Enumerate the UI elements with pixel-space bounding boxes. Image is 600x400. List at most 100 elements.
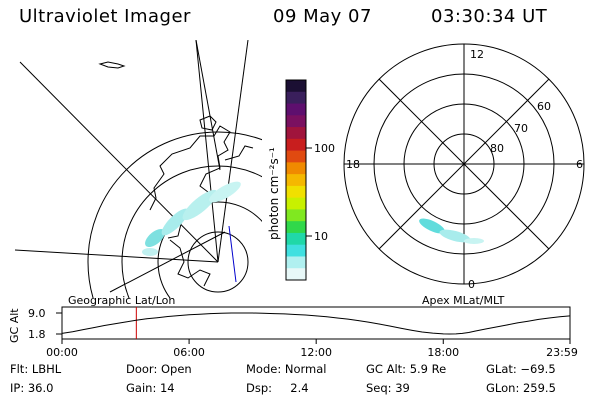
altitude-point — [538, 319, 539, 320]
colorbar-band — [286, 115, 306, 128]
colorbar-band — [286, 150, 306, 163]
mlt-label-12: 12 — [470, 48, 484, 61]
colorbar-frame — [285, 79, 307, 281]
colorbar-band — [286, 91, 306, 105]
polar-panel-label: Apex MLat/MLT — [422, 294, 505, 307]
altitude-point — [188, 314, 190, 316]
altitude-point — [495, 326, 497, 328]
x-tick-label: 18:00 — [427, 346, 459, 359]
altitude-point — [449, 333, 450, 335]
colorbar-tick-label-10: 10 — [314, 230, 328, 243]
info-mode: Mode: Normal — [246, 362, 327, 376]
colorbar-band — [286, 174, 306, 187]
altitude-point — [506, 324, 508, 326]
colorbar-band — [286, 232, 306, 246]
altitude-point — [548, 317, 550, 319]
y-tick-label-high: 9.0 — [28, 307, 46, 320]
altitude-point — [315, 315, 317, 317]
date-label: 09 May 07 — [273, 6, 372, 27]
altitude-point — [442, 333, 444, 335]
info-ip: IP: 36.0 — [10, 381, 54, 395]
colorbar-tick-label-100: 100 — [314, 142, 335, 155]
colorbar — [286, 80, 306, 281]
colorbar-band — [286, 244, 306, 257]
altitude-point — [326, 316, 328, 318]
altitude-point — [125, 321, 126, 323]
app-title: Ultraviolet Imager — [19, 6, 191, 27]
altitude-point — [468, 332, 469, 333]
altitude-point — [178, 315, 179, 316]
altitude-point — [559, 316, 561, 318]
info-dsp: Dsp: 2.4 — [246, 381, 309, 395]
altitude-point — [358, 320, 359, 321]
mlt-label-18: 18 — [346, 158, 360, 171]
polar-plot — [343, 43, 585, 285]
altitude-point — [220, 312, 222, 314]
altitude-point — [273, 313, 275, 314]
altitude-point — [432, 332, 433, 334]
altitude-point — [368, 322, 370, 323]
altitude-point — [114, 323, 116, 325]
time-label: 03:30:34 UT — [431, 6, 548, 27]
lat-label-60: 60 — [537, 100, 551, 113]
altitude-point — [400, 327, 402, 329]
colorbar-band — [286, 162, 306, 175]
y-tick-label-low: 1.8 — [28, 328, 46, 341]
info-seq: Seq: 39 — [366, 381, 410, 395]
colorbar-band — [286, 127, 306, 140]
altitude-point — [474, 330, 476, 332]
colorbar-band — [286, 80, 306, 93]
altitude-point — [455, 333, 457, 335]
colorbar-band — [286, 138, 306, 152]
altitude-point — [167, 316, 169, 317]
colorbar-band — [286, 268, 306, 281]
altitude-point — [104, 325, 105, 326]
x-tick-label: 00:00 — [46, 346, 78, 359]
altitude-point — [61, 333, 63, 334]
y-axis-label: GC Alt — [8, 308, 21, 343]
altitude-point — [157, 317, 158, 318]
altitude-point — [241, 312, 243, 314]
lat-label-70: 70 — [514, 122, 528, 135]
mlt-label-6: 6 — [576, 158, 583, 171]
colorbar-band — [286, 209, 306, 222]
info-glat: GLat: −69.5 — [486, 362, 556, 376]
altitude-point — [421, 331, 423, 333]
lat-label-80: 80 — [490, 142, 504, 155]
altitude-point — [379, 323, 381, 325]
colorbar-band — [286, 221, 306, 234]
altitude-plot-frame — [61, 306, 571, 340]
info-flt: Flt: LBHL — [10, 362, 62, 376]
altitude-point — [517, 322, 518, 324]
altitude-point — [462, 333, 463, 334]
x-tick-label: 12:00 — [300, 346, 332, 359]
colorbar-band — [286, 256, 306, 269]
altitude-point — [390, 325, 391, 327]
altitude-point — [252, 312, 253, 314]
altitude-point — [347, 318, 349, 320]
info-door: Door: Open — [126, 362, 192, 376]
altitude-point — [284, 313, 285, 315]
altitude-point — [146, 318, 148, 320]
altitude-point — [93, 327, 95, 328]
altitude-point — [485, 328, 486, 330]
altitude-point — [294, 314, 296, 315]
x-tick-label: 06:00 — [173, 346, 205, 359]
altitude-point — [82, 329, 84, 330]
mlt-label-0: 0 — [468, 278, 475, 291]
colorbar-band — [286, 185, 306, 199]
altitude-point — [199, 313, 200, 315]
info-gc-alt: GC Alt: 5.9 Re — [366, 362, 447, 376]
altitude-point — [527, 320, 529, 322]
altitude-point — [72, 331, 73, 332]
altitude-point — [305, 314, 306, 316]
colorbar-band — [286, 103, 306, 116]
info-glon: GLon: 259.5 — [486, 381, 556, 395]
altitude-point — [209, 313, 211, 314]
geo-panel-label: Geographic Lat/Lon — [68, 294, 175, 307]
colorbar-band — [286, 197, 306, 210]
colorbar-label: photon cm⁻²s⁻¹ — [267, 147, 281, 240]
altitude-point — [411, 329, 412, 331]
altitude-point — [135, 319, 137, 321]
